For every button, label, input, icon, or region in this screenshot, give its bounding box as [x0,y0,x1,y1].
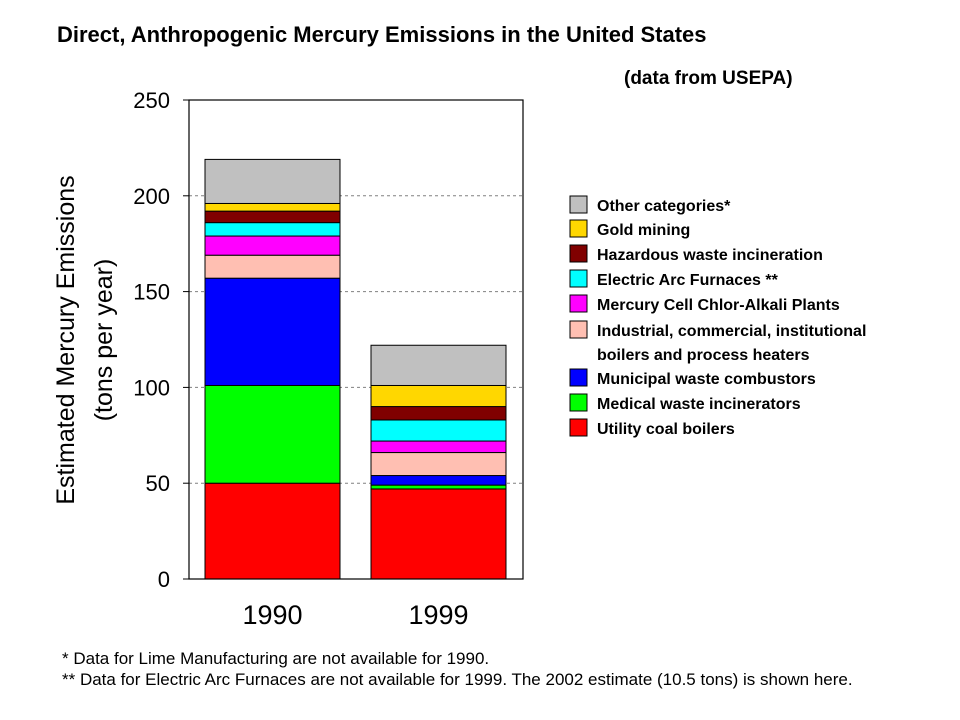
bar-segment [370,419,507,442]
bar-segment [204,158,341,204]
legend-swatch [569,195,588,214]
bar-segment [204,210,341,224]
y-axis-label: Estimated Mercury Emissions (tons per ye… [52,175,118,504]
bar-segment [204,202,341,212]
y-tick-label: 250 [133,88,170,113]
legend-swatch [569,418,588,437]
y-tick-label: 150 [133,280,170,305]
bars [204,158,507,580]
bar-segment [370,452,507,477]
chart-subtitle: (data from USEPA) [624,68,793,89]
legend-swatch [569,294,588,313]
bar-segment [370,344,507,386]
bar-segment [370,384,507,408]
x-axis-categories: 1990 1999 [242,600,468,630]
legend-swatch [569,269,588,288]
x-category-label: 1999 [408,600,468,630]
plot-frame [188,99,524,580]
footnote-2: ** Data for Electric Arc Furnaces are no… [62,670,853,689]
legend-swatch [569,393,588,412]
legend-label: Electric Arc Furnaces ** [597,272,779,289]
y-axis-ticks: 0 50 100 150 200 250 [133,88,189,592]
y-axis-label-line-1: Estimated Mercury Emissions [52,175,80,504]
bar-segment [370,440,507,454]
bar-segment [204,222,341,237]
legend-swatch [569,244,588,263]
footnote-1: * Data for Lime Manufacturing are not av… [62,649,489,668]
legend-label: Other categories* [597,198,731,215]
legend-label: Mercury Cell Chlor-Alkali Plants [597,297,840,314]
x-category-label: 1990 [242,600,302,630]
y-tick-label: 50 [146,471,170,496]
bar-segment [204,384,341,484]
y-tick-label: 200 [133,184,170,209]
bar-segment [370,488,507,580]
bar-segment [370,484,507,490]
legend: Other categories* Gold mining Hazardous wa… [569,195,866,438]
legend-label: Industrial, commercial, institutional [597,323,866,340]
legend-label: boilers and process heaters [597,347,810,364]
legend-label: Medical waste incinerators [597,396,801,413]
bar-segment [204,277,341,386]
y-axis-label-line-2: (tons per year) [90,259,118,422]
chart-title: Direct, Anthropogenic Mercury Emissions … [57,22,707,47]
legend-label: Municipal waste combustors [597,371,816,388]
legend-swatch [569,368,588,387]
y-tick-label: 0 [158,567,170,592]
bar-segment [370,406,507,421]
legend-label: Gold mining [597,222,690,239]
bar-segment [204,254,341,279]
legend-label: Utility coal boilers [597,421,735,438]
legend-swatch [569,219,588,238]
y-tick-label: 100 [133,375,170,400]
bar-segment [370,475,507,486]
legend-swatch [569,320,588,339]
bar-segment [204,482,341,580]
legend-label: Hazardous waste incineration [597,247,823,264]
bar-segment [204,235,341,256]
